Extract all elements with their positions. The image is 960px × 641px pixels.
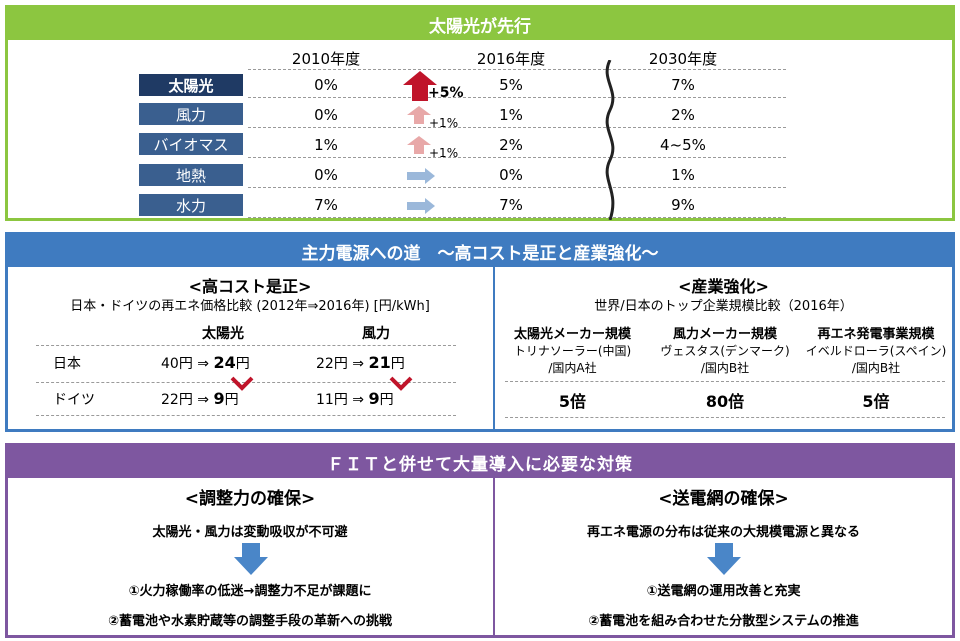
row-separator [36,345,456,346]
cost-subtitle: 日本・ドイツの再エネ価格比較 (2012年⇒2016年) [円/kWh] [70,299,430,314]
col-title: 再エネ発電事業規模 [817,327,935,342]
adjustment-intro: 太陽光・風力は変動吸収が不可避 [152,525,348,540]
grid-item2: ②蓄電池を組み合わせた分散型システムの推進 [588,614,859,629]
wind-2010: 0% [314,106,338,124]
panel3-title: ＦＩＴと併せて大量導入に必要な対策 [8,446,952,478]
ratio-solar: 5倍 [558,392,587,411]
panel3-divider [493,478,495,636]
panel1-title: 太陽光が先行 [8,8,952,40]
grid-heading: <送電網の確保> [658,489,789,509]
col-line1: ヴェスタス(デンマーク) [660,344,790,358]
row-separator [248,157,786,158]
hydro-2010: 7% [314,196,338,214]
wind-2030: 2% [671,106,695,124]
germany-solar-price: 22円 ⇒ 9円 [161,389,239,408]
small-up-arrow-icon [407,106,431,124]
grid-item1: ①送電網の運用改善と充実 [646,584,801,599]
ratio-wind: 80倍 [705,392,745,411]
solar-2016: 5% [499,76,523,94]
small-up-arrow-icon [407,136,431,154]
row-label-solar: 太陽光 [139,74,243,96]
japan-solar-price: 40円 ⇒ 24円 [161,353,250,372]
row-separator [505,381,945,382]
row-separator [248,217,786,218]
adjustment-heading: <調整力の確保> [184,489,316,509]
year-2010-header: 2010年度 [291,50,361,68]
col-line1: トリナソーラー(中国) [513,344,632,358]
company-col-solar: 太陽光メーカー規模 トリナソーラー(中国) /国内A社 [495,323,650,376]
adjustment-item1: ①火力稼働率の低迷→調整力不足が課題に [128,584,372,599]
row-separator [248,127,786,128]
row-label-biomass: バイオマス [139,133,243,155]
main-power-source-panel: 主力電源への道 ～高コスト是正と産業強化～ <高コスト是正> 日本・ドイツの再エ… [5,232,955,432]
biomass-change: +1% [429,146,459,160]
col-line1: イベルドローラ(スペイン) [805,344,947,358]
row-label-wind: 風力 [139,103,243,125]
row-label-geothermal: 地熱 [139,164,243,186]
solar-2030: 7% [671,76,695,94]
row-separator [248,97,786,98]
col-line2: /国内B社 [700,361,750,375]
row-label-hydro: 水力 [139,194,243,216]
germany-wind-price: 11円 ⇒ 9円 [316,389,394,408]
year-2016-header: 2016年度 [476,50,546,68]
cost-heading: <高コスト是正> [188,277,312,296]
company-col-renewables: 再エネ発電事業規模 イベルドローラ(スペイン) /国内B社 [800,323,952,376]
grid-intro: 再エネ電源の分布は従来の大規模電源と異なる [586,525,860,540]
col-title: 風力メーカー規模 [672,327,777,342]
col-line2: /国内B社 [851,361,901,375]
country-japan: 日本 [53,356,81,372]
right-arrow-icon [407,168,435,184]
col-solar-header: 太陽光 [202,326,244,342]
big-up-arrow-icon [403,71,437,101]
wavy-break-line [605,60,615,220]
wind-2016: 1% [499,106,523,124]
solar-2010: 0% [314,76,338,94]
down-arrow-icon [707,543,741,575]
panel2-divider [493,267,495,429]
geothermal-2010: 0% [314,166,338,184]
row-separator [36,415,456,416]
right-arrow-icon [407,198,435,214]
solar-change: +5% [428,85,464,101]
col-wind-header: 風力 [362,326,390,342]
adjustment-item2: ②蓄電池や水素貯蔵等の調整手段の革新への挑戦 [107,614,392,629]
company-col-wind: 風力メーカー規模 ヴェスタス(デンマーク) /国内B社 [650,323,800,376]
geothermal-2030: 1% [671,166,695,184]
row-separator [248,187,786,188]
fit-measures-panel: ＦＩＴと併せて大量導入に必要な対策 <調整力の確保> 太陽光・風力は変動吸収が不… [5,443,955,638]
biomass-2030: 4~5% [660,136,706,154]
biomass-2016: 2% [499,136,523,154]
ratio-renewables: 5倍 [862,392,890,411]
industry-heading: <産業強化> [678,277,769,296]
row-separator [505,417,945,418]
year-2030-header: 2030年度 [648,50,718,68]
wind-change: +1% [429,116,459,130]
col-title: 太陽光メーカー規模 [513,327,631,342]
panel2-title: 主力電源への道 ～高コスト是正と産業強化～ [8,235,952,267]
renewable-share-panel: 太陽光が先行 2010年度 2016年度 2030年度 太陽光 0% +5% 5… [5,5,955,221]
down-arrow-icon [234,543,268,575]
biomass-2010: 1% [314,136,338,154]
row-separator [248,69,786,70]
col-line2: /国内A社 [548,361,597,375]
country-germany: ドイツ [53,392,95,408]
japan-wind-price: 22円 ⇒ 21円 [316,353,405,372]
check-mark-icon [389,376,413,391]
industry-subtitle: 世界/日本のトップ企業規模比較（2016年） [594,299,853,314]
hydro-2030: 9% [671,196,695,214]
hydro-2016: 7% [499,196,523,214]
check-mark-icon [230,376,254,391]
geothermal-2016: 0% [499,166,523,184]
